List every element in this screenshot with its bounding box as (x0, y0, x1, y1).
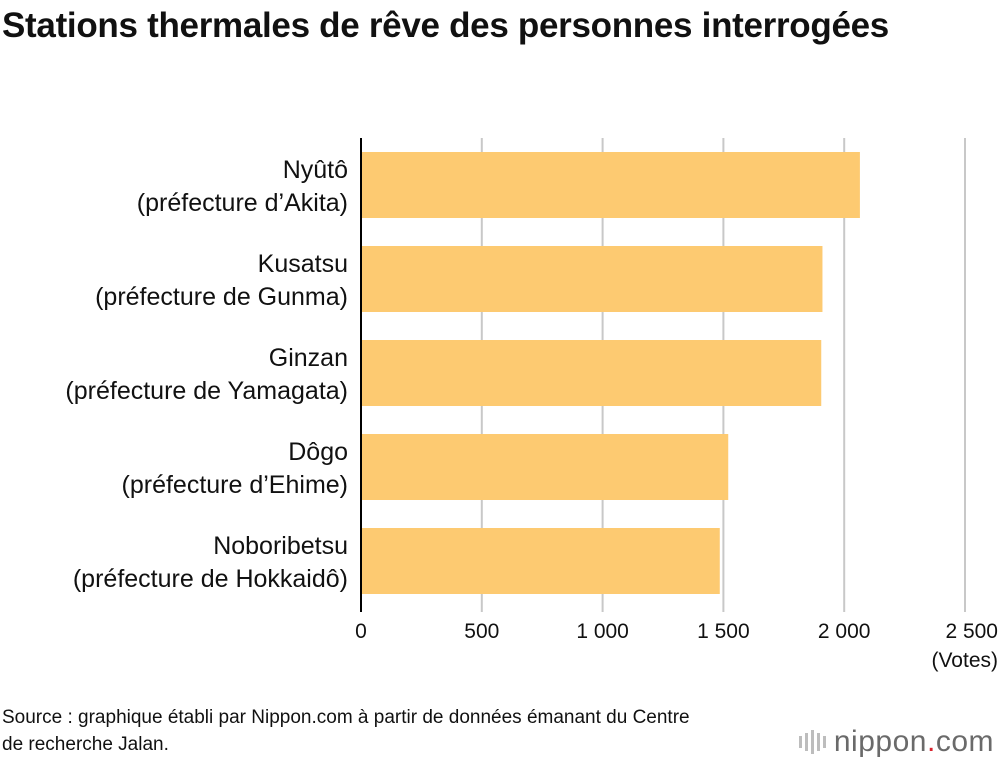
category-name: Kusatsu (258, 250, 348, 278)
category-name: Ginzan (269, 344, 348, 372)
tick-label: 500 (464, 620, 499, 643)
category-subtitle: (préfecture d’Akita) (137, 189, 348, 217)
source-note: Source : graphique établi par Nippon.com… (2, 707, 690, 755)
bar (361, 528, 720, 594)
bar (361, 152, 860, 218)
nippon-logo: nippon. com (798, 722, 994, 762)
tick-labels: 0 500 1 000 1 500 2 000 2 500 (355, 620, 998, 643)
bar (361, 246, 823, 312)
category-subtitle: (préfecture de Hokkaidô) (73, 565, 348, 593)
logo-bars-icon (798, 730, 826, 754)
x-axis-label: (Votes) (931, 649, 998, 672)
tick-label: 1 000 (576, 620, 629, 643)
logo-dot: . (926, 725, 936, 758)
category-name: Nyûtô (283, 156, 348, 184)
chart-title: Stations thermales de rêve des personnes… (2, 6, 889, 45)
bars (361, 152, 860, 594)
bar-chart: Nyûtô (préfecture d’Akita) Kusatsu (préfect… (65, 138, 998, 672)
bar (361, 434, 729, 500)
logo-name: nippon (833, 725, 927, 758)
category-subtitle: (préfecture de Gunma) (95, 283, 348, 311)
category-labels: Nyûtô (préfecture d’Akita) Kusatsu (préfect… (65, 156, 348, 593)
tick-label: 2 000 (818, 620, 871, 643)
category-subtitle: (préfecture d’Ehime) (122, 471, 348, 499)
category-subtitle: (préfecture de Yamagata) (65, 377, 348, 405)
tick-label: 0 (355, 620, 367, 643)
logo-tld: com (935, 725, 994, 758)
category-name: Dôgo (288, 438, 348, 466)
bar (361, 340, 822, 406)
category-name: Noboribetsu (213, 532, 348, 560)
tick-label: 2 500 (945, 620, 998, 643)
tick-label: 1 500 (697, 620, 750, 643)
